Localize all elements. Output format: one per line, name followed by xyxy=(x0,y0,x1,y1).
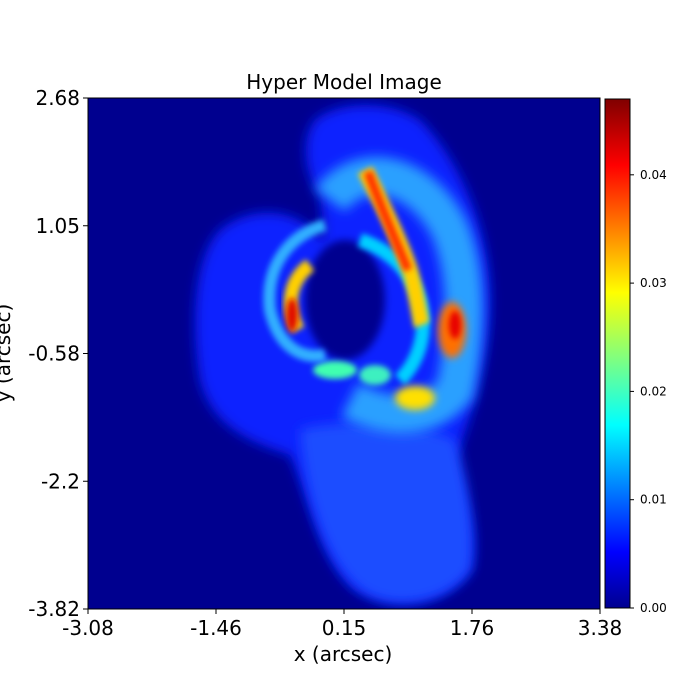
arc-outer xyxy=(314,157,483,433)
y-axis: 2.68 1.05 -0.58 -2.2 -3.82 y (arcsec) xyxy=(0,86,88,621)
colorbar-tick-label: 0.02 xyxy=(640,384,667,398)
colorbar-tick-label: 0.01 xyxy=(640,493,667,507)
tail-region xyxy=(300,423,472,602)
colorbar-frame xyxy=(604,98,631,609)
y-tick-label: -2.2 xyxy=(41,469,80,493)
colorbar-tick-label: 0.03 xyxy=(640,276,667,290)
y-tick-label: -0.58 xyxy=(28,342,80,366)
lower-knot xyxy=(395,386,435,410)
heatmap-image xyxy=(88,98,600,609)
x-tick-label: 0.15 xyxy=(322,616,367,640)
left-arc-outer xyxy=(263,219,327,362)
y-tick-label: 2.68 xyxy=(35,86,80,110)
y-tick-label: 1.05 xyxy=(35,214,80,238)
x-tick-label: 1.76 xyxy=(450,616,495,640)
chart-title: Hyper Model Image xyxy=(246,70,442,94)
x-axis-label: x (arcsec) xyxy=(294,642,393,666)
lower-left-knot xyxy=(313,361,357,379)
lower-mid-knot xyxy=(359,365,391,385)
x-tick-label: -1.46 xyxy=(190,616,242,640)
x-axis: -3.08 -1.46 0.15 1.76 3.38 x (arcsec) xyxy=(62,609,622,666)
colorbar: 0.00 0.01 0.02 0.03 0.04 xyxy=(604,98,667,615)
ring-hole xyxy=(305,240,385,360)
x-tick-label: 3.38 xyxy=(578,616,623,640)
y-tick-label: -3.82 xyxy=(28,597,80,621)
left-arc-core xyxy=(286,298,298,332)
y-axis-label: y (arcsec) xyxy=(0,304,15,403)
colorbar-tick-label: 0.04 xyxy=(640,168,667,182)
arc-ridge-red xyxy=(363,170,413,272)
right-knot-core xyxy=(449,311,461,339)
colorbar-gradient xyxy=(605,99,630,608)
colorbar-tick-label: 0.00 xyxy=(640,601,667,615)
x-tick-label: -3.08 xyxy=(62,616,114,640)
